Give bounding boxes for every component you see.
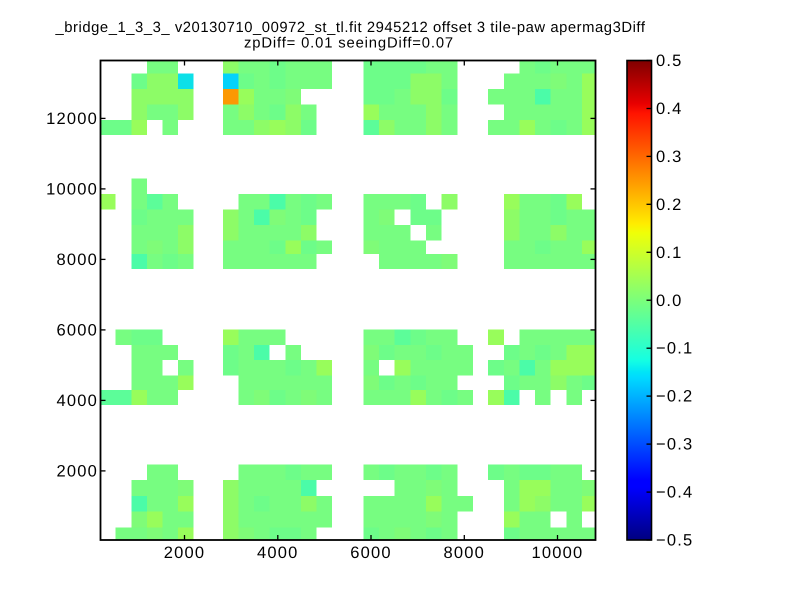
svg-text:10000: 10000 <box>532 544 584 562</box>
svg-text:−0.2: −0.2 <box>656 388 693 406</box>
svg-text:2000: 2000 <box>164 544 206 562</box>
svg-text:0.5: 0.5 <box>656 52 683 70</box>
svg-text:0.3: 0.3 <box>656 148 683 166</box>
svg-text:−0.3: −0.3 <box>656 436 693 454</box>
svg-text:0.2: 0.2 <box>656 196 683 214</box>
svg-text:12000: 12000 <box>46 110 98 128</box>
svg-text:0.0: 0.0 <box>656 292 683 310</box>
svg-text:6000: 6000 <box>350 544 392 562</box>
svg-text:−0.4: −0.4 <box>656 484 693 502</box>
svg-text:4000: 4000 <box>56 392 98 410</box>
svg-text:0.4: 0.4 <box>656 100 683 118</box>
svg-text:10000: 10000 <box>46 180 98 198</box>
svg-text:0.1: 0.1 <box>656 244 683 262</box>
svg-text:zpDiff= 0.01 seeingDiff=0.07: zpDiff= 0.01 seeingDiff=0.07 <box>244 36 454 52</box>
svg-text:6000: 6000 <box>56 321 98 339</box>
svg-text:−0.1: −0.1 <box>656 340 693 358</box>
svg-text:8000: 8000 <box>56 251 98 269</box>
svg-text:2000: 2000 <box>56 462 98 480</box>
svg-text:8000: 8000 <box>444 544 486 562</box>
svg-text:_bridge_1_3_3_ v20130710_00972: _bridge_1_3_3_ v20130710_00972_st_tl.fit… <box>55 20 646 36</box>
svg-text:4000: 4000 <box>257 544 299 562</box>
svg-text:−0.5: −0.5 <box>656 532 693 550</box>
